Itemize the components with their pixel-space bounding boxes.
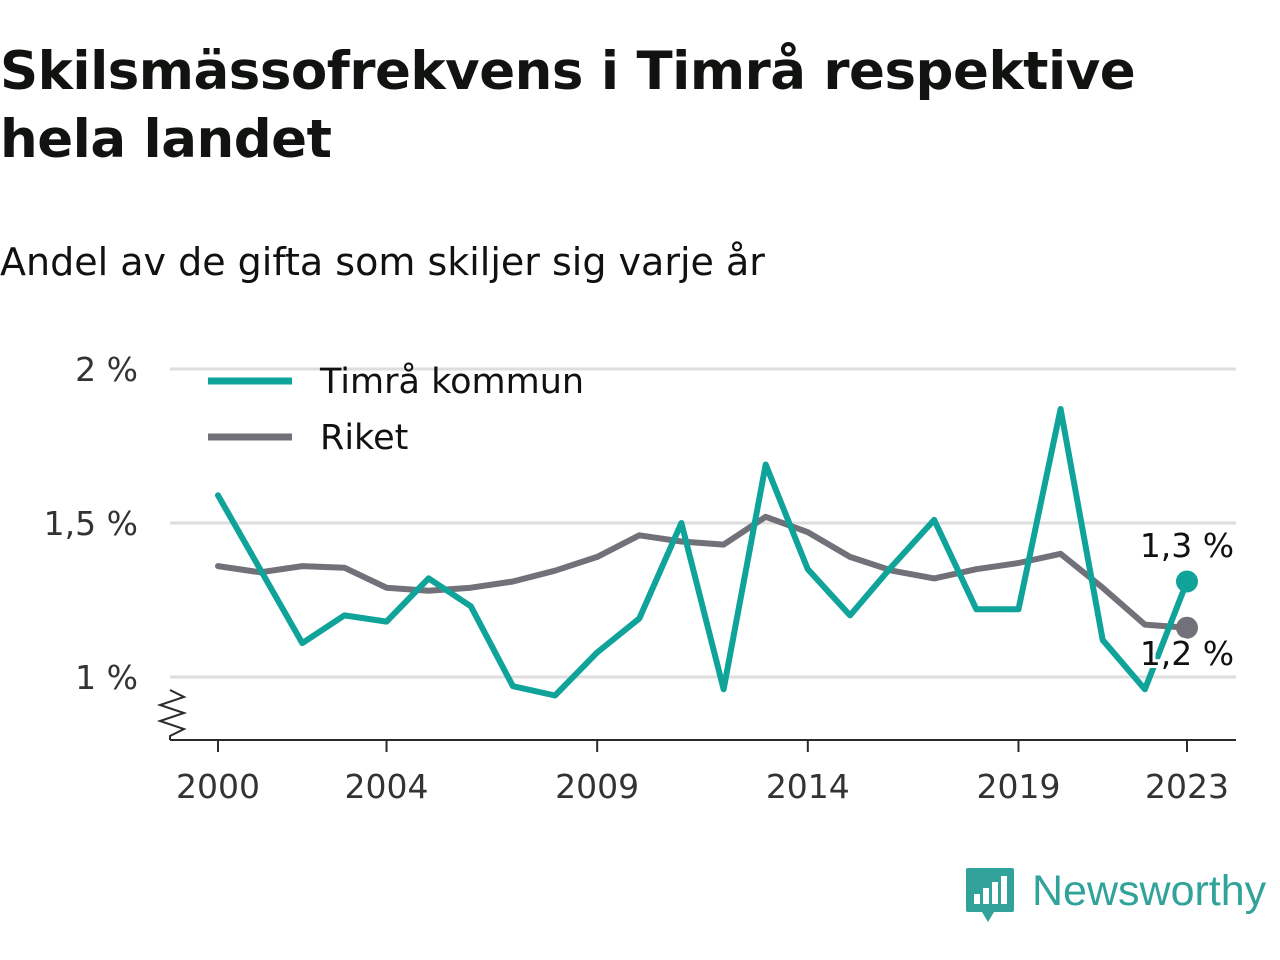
- chart-subtitle: Andel av de gifta som skiljer sig varje …: [0, 240, 765, 284]
- x-tick-label: 2009: [555, 767, 639, 806]
- data-label-timra: 1,3 %: [1140, 526, 1234, 565]
- newsworthy-logo-icon: [966, 868, 1014, 922]
- data-label-riket: 1,2 %: [1140, 634, 1234, 673]
- x-tick-label: 2014: [766, 767, 850, 806]
- y-tick-label: 1,5 %: [44, 504, 138, 543]
- axes: 1 % 1,5 % 2 % 2000 2004 2009 2014 2019 2023: [44, 350, 1236, 806]
- legend: Timrå kommun Riket: [208, 361, 584, 458]
- series-line-timra: [215, 406, 1190, 699]
- end-point-timra: [1175, 570, 1198, 593]
- newsworthy-brand: Newsworthy: [964, 862, 1280, 928]
- legend-label-riket: Riket: [320, 418, 408, 458]
- gridlines: [170, 367, 1236, 679]
- brand-name: Newsworthy: [1032, 867, 1267, 915]
- y-tick-label: 2 %: [75, 350, 138, 389]
- x-tick-label: 2019: [976, 767, 1060, 806]
- axis-break-icon: [156, 689, 188, 740]
- y-tick-label: 1 %: [75, 658, 138, 697]
- chart-title: Skilsmässofrekvens i Timrå respektive he…: [0, 41, 1136, 170]
- series-lines: [215, 406, 1198, 699]
- legend-label-timra: Timrå kommun: [319, 361, 584, 402]
- end-point-riket: [1175, 616, 1198, 639]
- x-tick-label: 2023: [1145, 767, 1229, 806]
- x-tick-label: 2004: [345, 767, 429, 806]
- data-labels: 1,3 % 1,2 %: [1137, 523, 1237, 676]
- x-tick-label: 2000: [176, 767, 260, 806]
